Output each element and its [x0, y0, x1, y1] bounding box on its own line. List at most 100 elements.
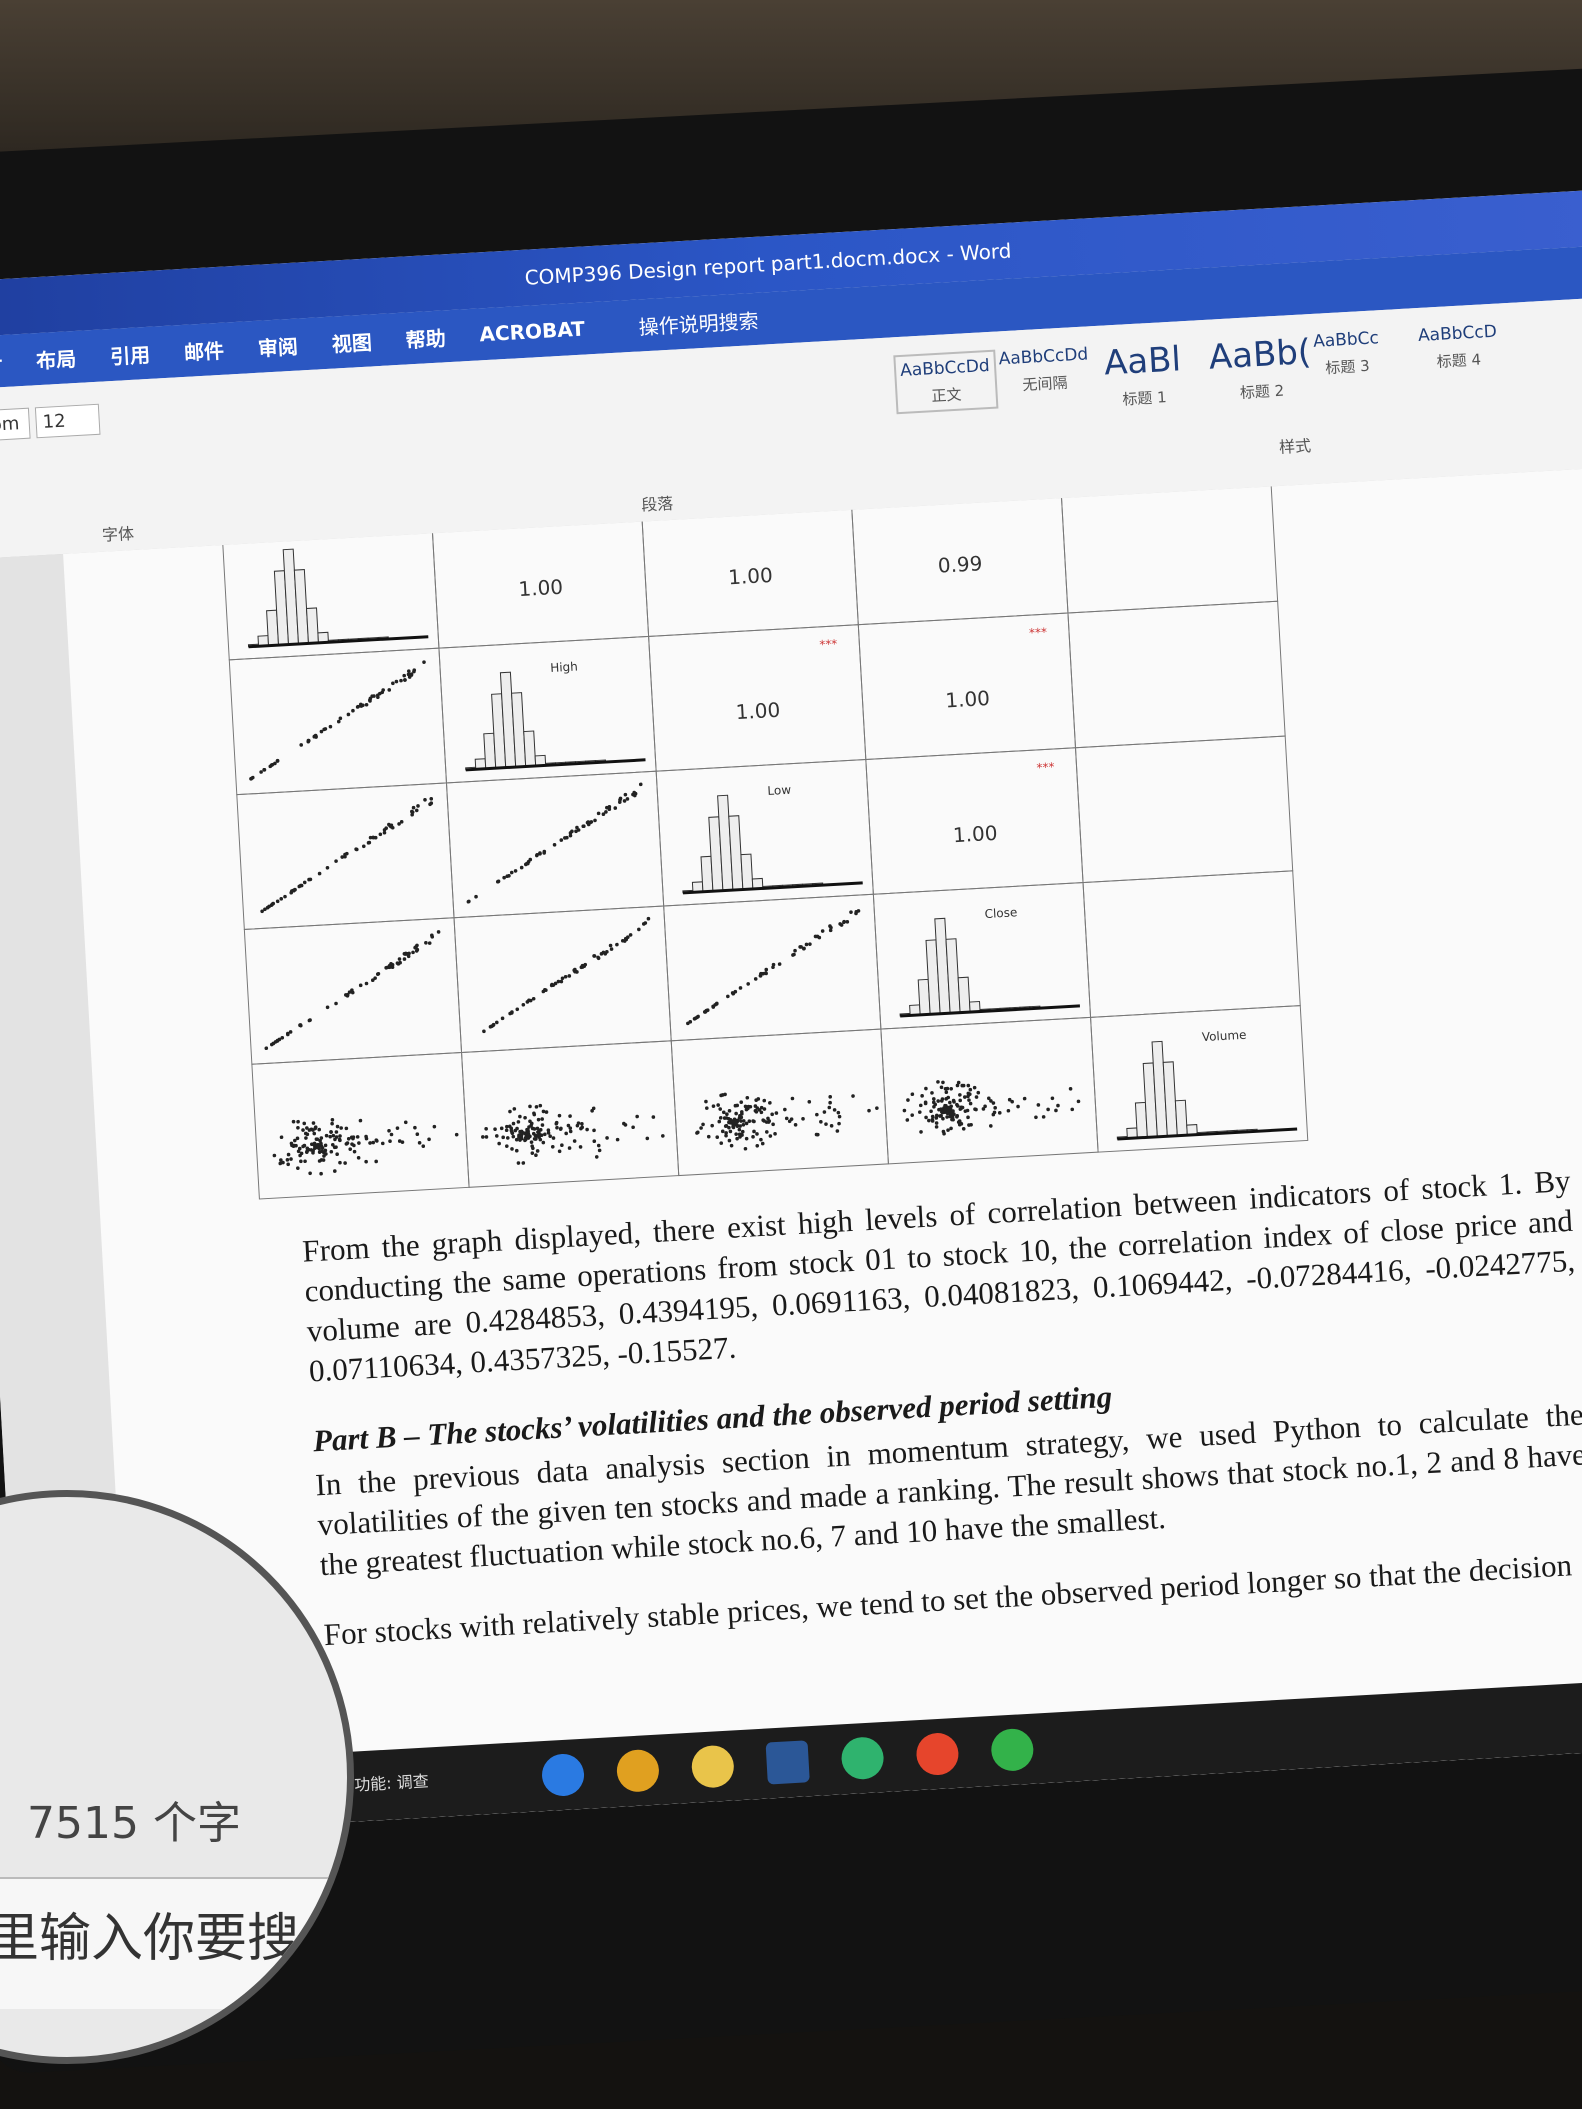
scatter-dot [515, 1126, 519, 1131]
scatter-dot [544, 988, 548, 992]
histogram-bar [305, 607, 319, 644]
scatter-dot [986, 1096, 991, 1101]
scatter-dot [291, 1119, 296, 1124]
document-text: From the graph displayed, there exist hi… [301, 1161, 1582, 1685]
ribbon-tab[interactable]: 布局 [35, 346, 77, 373]
ribbon-tab[interactable]: ACROBAT [478, 316, 586, 347]
style-gallery-item[interactable]: AaBbCcDd 无间隔 [998, 344, 1090, 396]
scatter-dot [325, 1005, 330, 1010]
scatter-dot [960, 1083, 965, 1088]
font-size-box[interactable]: 12 [34, 403, 101, 439]
scatter-dot [568, 1114, 572, 1118]
scatter-dot [573, 969, 577, 974]
correlation-label: 1.00 [952, 821, 998, 847]
scatter-dot [723, 1092, 727, 1097]
style-gallery-item[interactable]: AaBbCcD 标题 4 [1417, 322, 1498, 373]
scatter-dot [920, 1094, 924, 1098]
scatter-dot [945, 1115, 949, 1119]
scatter-dot [546, 1131, 551, 1135]
ribbon-tab[interactable]: 视图 [331, 329, 373, 357]
scatter-dot [744, 1121, 749, 1126]
scatter-dot [518, 1138, 522, 1142]
taskbar-icon[interactable] [615, 1748, 661, 1793]
scatter-dot [303, 1131, 308, 1136]
scatter-dot [538, 1137, 543, 1142]
scatter-dot [706, 1134, 711, 1139]
search-box[interactable]: 里输入你要搜 [0, 1877, 347, 2009]
ribbon-tab[interactable]: 审阅 [257, 334, 299, 361]
scatter-dot [645, 1136, 650, 1141]
scatter-dot [827, 1105, 832, 1110]
scatter-dot [382, 828, 387, 832]
ribbon-tab[interactable]: 设计 [0, 350, 3, 377]
style-gallery-item[interactable]: AaBbCcDd 正文 [893, 349, 999, 415]
scatter-dot [705, 1106, 709, 1110]
style-gallery-item[interactable]: AaBl 标题 1 [1103, 339, 1183, 410]
scatter-dot [828, 1100, 832, 1105]
scatter-dot [741, 1123, 746, 1127]
scatter-dot [593, 818, 597, 823]
scatter-dot [918, 1110, 922, 1114]
scatter-dot [751, 1135, 755, 1139]
style-preview: AaBbCcDd [998, 344, 1089, 370]
scatter-dot [269, 763, 274, 768]
scatter-dot [329, 1130, 333, 1134]
scatter-dot [518, 1114, 522, 1119]
scatter-dot [302, 1121, 307, 1126]
scatter-dot [298, 1023, 302, 1028]
tell-me-search[interactable]: 操作说明搜索 [638, 308, 760, 339]
scatter-dot [319, 1144, 324, 1148]
taskbar-icon[interactable] [915, 1731, 960, 1777]
font-name-box[interactable]: v Rom [0, 407, 31, 443]
taskbar-icon[interactable] [990, 1727, 1035, 1772]
scatter-dot [529, 1140, 534, 1144]
scatter-dot [283, 894, 287, 899]
scatter-dot [918, 1103, 923, 1108]
scatter-dot [643, 921, 648, 925]
scatter-dot [414, 945, 418, 949]
scatter-dot [701, 1122, 705, 1127]
scatter-dot [352, 1143, 356, 1148]
scatter-dot [764, 1130, 769, 1134]
scatter-dot [298, 883, 303, 888]
scatter-dot [813, 934, 818, 939]
scatter-dot [394, 679, 399, 684]
scatter-dot [387, 1128, 391, 1133]
style-name: 无间隔 [1021, 373, 1068, 395]
ribbon-tab[interactable]: 邮件 [183, 338, 225, 365]
taskbar-icon[interactable] [765, 1740, 810, 1785]
scatter-dot [740, 1129, 745, 1134]
scatter-dot [556, 979, 561, 984]
scatter-dot [583, 962, 588, 967]
scatter-dot [828, 1095, 833, 1099]
scatter-dot [410, 810, 415, 814]
scatter-dot [969, 1122, 973, 1127]
ribbon-tab[interactable]: 帮助 [405, 325, 447, 352]
scatter-dot [817, 935, 822, 940]
scatter-dot [508, 1109, 512, 1114]
scatter-dot [382, 830, 387, 835]
scatter-dot [531, 1146, 535, 1151]
scatter-dot [559, 838, 564, 842]
taskbar-icon[interactable] [540, 1752, 586, 1798]
scatter-dot [661, 1134, 665, 1138]
scatter-dot [973, 1107, 977, 1111]
scatter-dot [406, 672, 411, 677]
scatter-dot [725, 1112, 729, 1117]
scatter-dot [727, 1138, 732, 1143]
ribbon-tab[interactable]: 引用 [109, 342, 151, 369]
scatter-dot [958, 1098, 963, 1103]
scatter-dot [344, 1126, 349, 1131]
style-gallery-item[interactable]: AaBb(标题 2 [1208, 332, 1314, 405]
taskbar-icon[interactable] [840, 1736, 885, 1781]
scatter-dot [275, 758, 280, 763]
scatter-dot [554, 1121, 559, 1126]
scatter-dot [555, 1125, 559, 1130]
scatter-dot [304, 1150, 309, 1155]
scatter-dot [968, 1087, 973, 1092]
scatter-dot [770, 1112, 774, 1117]
style-gallery-item[interactable]: AaBbCc 标题 3 [1313, 328, 1381, 379]
scatter-dot [815, 1112, 819, 1117]
taskbar-icon[interactable] [690, 1744, 735, 1789]
scatter-dot [578, 1145, 583, 1149]
